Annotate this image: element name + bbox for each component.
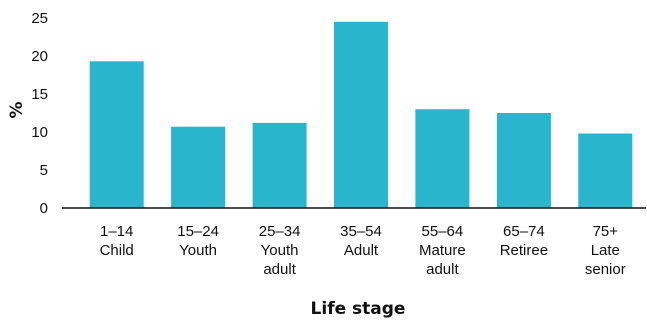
x-tick-label-line: adult [426, 261, 459, 278]
x-tick-label-line: 25–34 [259, 223, 301, 240]
x-tick-label-line: 55–64 [422, 223, 464, 240]
x-tick-label: 35–54 Adult [340, 223, 382, 259]
y-tick-label: 10 [31, 124, 48, 141]
y-tick-label: 0 [40, 200, 48, 217]
bars [89, 21, 633, 208]
bar [171, 126, 226, 208]
x-tick-label-line: 75+ [593, 223, 619, 240]
x-axis-title: Life stage [311, 299, 406, 319]
x-tick-label: 1–14 Child [100, 223, 134, 259]
x-tick-label-line: Youth [261, 242, 299, 259]
x-tick-label-line: 15–24 [177, 223, 219, 240]
y-axis-ticks: 0 5 10 15 20 25 [31, 10, 48, 217]
x-axis-category-labels: 1–14 Child 15–24 Youth 25–34 Youth adult 35–54 A… [100, 223, 626, 278]
x-tick-label-line: 65–74 [503, 223, 545, 240]
y-tick-label: 15 [31, 86, 48, 103]
y-tick-label: 5 [40, 162, 48, 179]
bar [496, 113, 551, 208]
bar [252, 122, 307, 208]
x-tick-label-line: Mature [419, 242, 466, 259]
x-tick-label-line: Retiree [500, 242, 548, 259]
y-tick-label: 20 [31, 48, 48, 65]
y-tick-label: 25 [31, 10, 48, 27]
x-tick-label-line: Child [100, 242, 134, 259]
bar [89, 61, 144, 208]
y-axis-title: % [7, 101, 27, 118]
x-tick-label: 55–64 Mature adult [419, 223, 466, 278]
x-tick-label: 25–34 Youth adult [259, 223, 301, 278]
x-tick-label-line: 1–14 [100, 223, 133, 240]
bar [578, 133, 633, 208]
bar [334, 21, 388, 208]
x-tick-label: 75+ Late senior [585, 223, 626, 278]
x-tick-label-line: Youth [179, 242, 217, 259]
x-tick-label: 15–24 Youth [177, 223, 219, 259]
x-tick-label-line: 35–54 [340, 223, 382, 240]
bar [415, 109, 470, 208]
x-tick-label-line: Adult [344, 242, 379, 259]
x-tick-label-line: senior [585, 261, 626, 278]
x-tick-label-line: adult [263, 261, 296, 278]
x-tick-label: 65–74 Retiree [500, 223, 548, 259]
x-tick-label-line: Late [591, 242, 620, 259]
